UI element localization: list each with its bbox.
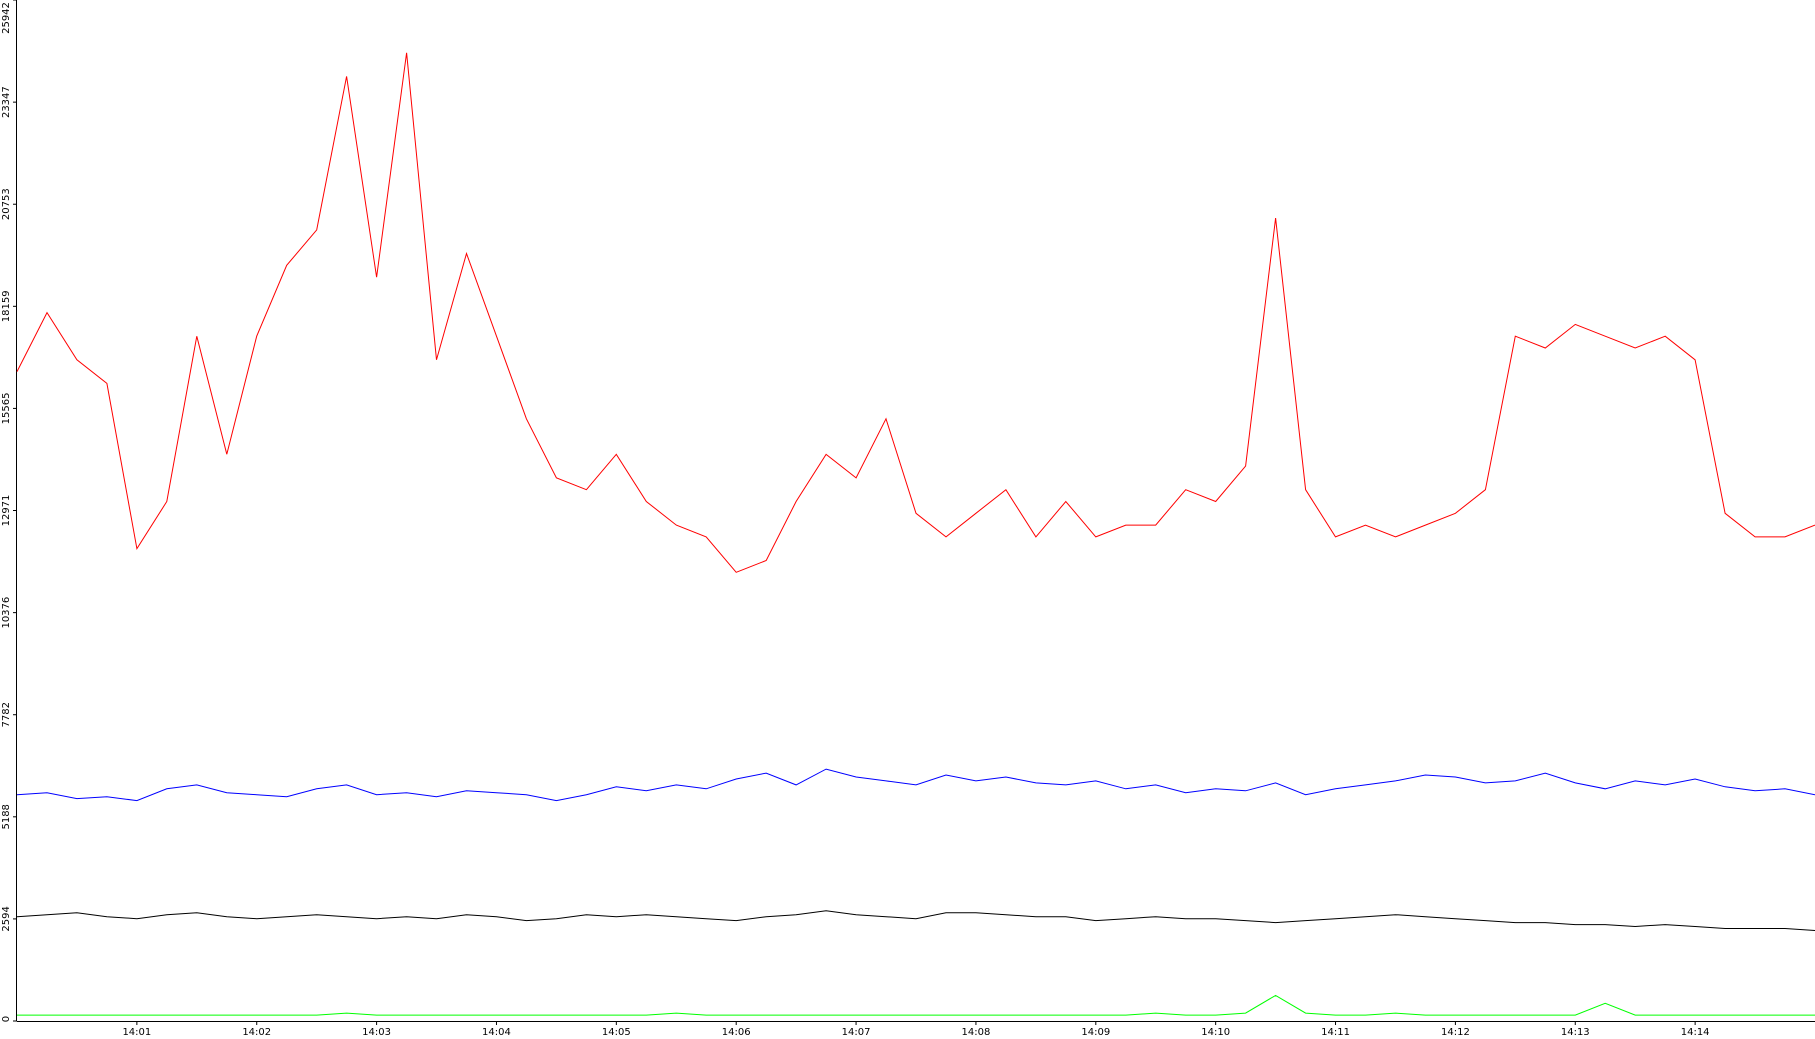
y-tick-label: 2594	[1, 906, 12, 931]
data-line	[16, 52, 1815, 573]
data-line	[16, 910, 1815, 931]
x-tick-label: 14:07	[842, 1027, 871, 1038]
y-tick-label: 18159	[1, 290, 12, 322]
x-tick-label: 14:11	[1321, 1027, 1350, 1038]
y-tick-label: 12971	[1, 495, 12, 527]
x-tick-label: 14:03	[362, 1027, 391, 1038]
x-tick-label: 14:10	[1201, 1027, 1230, 1038]
y-tick-label: 25942	[1, 2, 12, 34]
x-tick-label: 14:04	[482, 1027, 511, 1038]
x-tick-label: 14:12	[1441, 1027, 1470, 1038]
x-tick-label: 14:13	[1561, 1027, 1590, 1038]
y-tick-label: 10376	[1, 597, 12, 629]
y-tick-label: 23347	[1, 86, 12, 118]
x-tick-label: 14:01	[122, 1027, 151, 1038]
y-tick-label: 7782	[1, 702, 12, 727]
x-tick-label: 14:14	[1681, 1027, 1710, 1038]
x-tick-label: 14:05	[602, 1027, 631, 1038]
x-tick-label: 14:08	[962, 1027, 991, 1038]
x-tick-label: 14:09	[1081, 1027, 1110, 1038]
y-tick-label: 15565	[1, 393, 12, 425]
y-tick-label: 5188	[1, 804, 12, 829]
x-tick-label: 14:02	[242, 1027, 271, 1038]
x-tick-label: 14:06	[722, 1027, 751, 1038]
data-line	[16, 768, 1815, 802]
data-line	[17, 994, 1815, 1016]
y-tick-label: 0	[1, 1016, 12, 1022]
y-tick-label: 20753	[1, 188, 12, 220]
